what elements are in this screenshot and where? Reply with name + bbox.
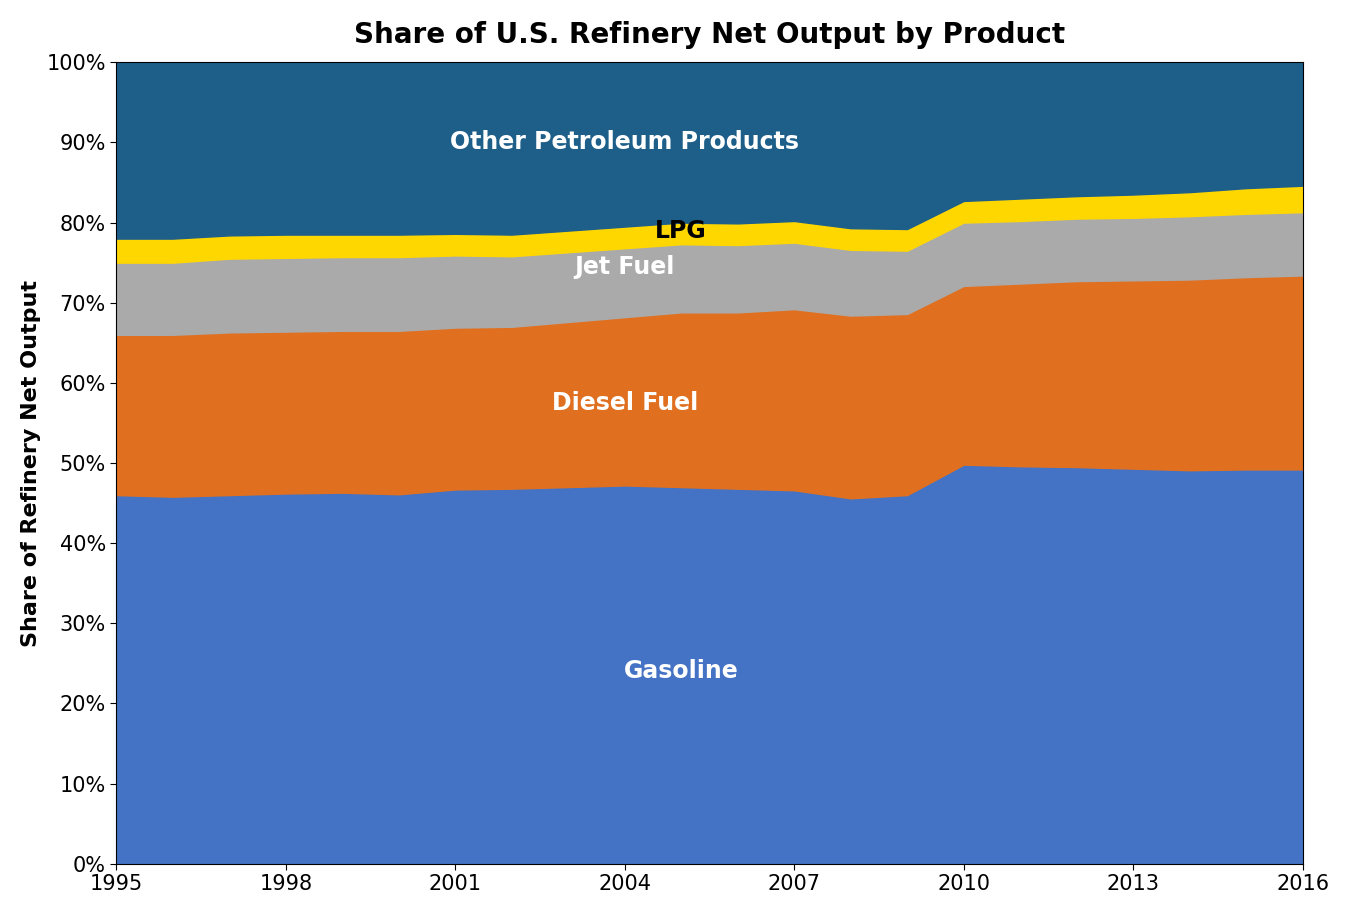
Text: LPG: LPG: [655, 219, 707, 242]
Y-axis label: Share of Refinery Net Output: Share of Refinery Net Output: [20, 279, 40, 647]
Text: Gasoline: Gasoline: [624, 660, 738, 684]
Text: Other Petroleum Products: Other Petroleum Products: [450, 131, 799, 155]
Text: Jet Fuel: Jet Fuel: [575, 254, 675, 279]
Text: Diesel Fuel: Diesel Fuel: [552, 391, 698, 414]
Title: Share of U.S. Refinery Net Output by Product: Share of U.S. Refinery Net Output by Pro…: [354, 21, 1065, 48]
